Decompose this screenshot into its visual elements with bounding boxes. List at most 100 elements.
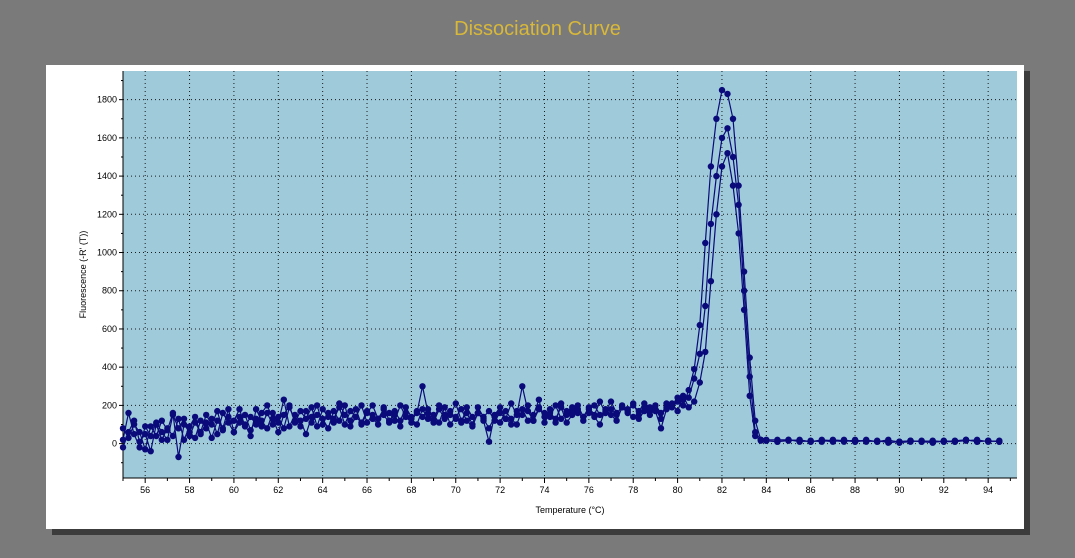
x-tick-label: 58 bbox=[185, 485, 195, 495]
data-point bbox=[236, 413, 243, 421]
series-layer bbox=[119, 86, 1003, 461]
data-point bbox=[657, 425, 665, 432]
data-point bbox=[230, 428, 238, 436]
data-point bbox=[674, 407, 681, 415]
data-point bbox=[563, 407, 570, 415]
data-point bbox=[252, 415, 260, 422]
chart-panel: 56 58 60 62 64 66 68 70 72 74 76 78 80 82 84 86 88 90 92 94… bbox=[46, 65, 1024, 529]
data-point bbox=[557, 415, 565, 422]
data-point bbox=[546, 409, 554, 417]
data-point bbox=[696, 321, 703, 329]
data-point bbox=[757, 437, 764, 444]
data-point bbox=[402, 409, 409, 417]
data-point bbox=[679, 392, 687, 399]
data-point bbox=[674, 394, 681, 401]
data-point bbox=[241, 411, 249, 419]
plot-svg: 56 58 60 62 64 66 68 70 72 74 76 78 80 82 84 86 88 90 92 94… bbox=[78, 71, 1017, 515]
data-point bbox=[951, 438, 959, 445]
data-point bbox=[269, 421, 276, 428]
data-point bbox=[369, 402, 376, 409]
data-point bbox=[796, 437, 803, 444]
x-tick-label: 76 bbox=[584, 485, 594, 495]
data-point bbox=[641, 407, 648, 415]
data-point bbox=[313, 423, 321, 430]
data-point bbox=[485, 438, 493, 445]
data-point bbox=[197, 417, 204, 424]
data-point bbox=[885, 439, 892, 446]
y-tick-label: 600 bbox=[102, 324, 117, 334]
data-point bbox=[474, 409, 482, 417]
data-point bbox=[818, 436, 825, 443]
data-point bbox=[463, 404, 470, 411]
data-point bbox=[441, 404, 448, 411]
x-tick-label: 88 bbox=[850, 485, 860, 495]
data-point bbox=[491, 413, 498, 421]
data-point bbox=[402, 404, 409, 411]
data-point bbox=[702, 348, 709, 356]
data-point bbox=[219, 409, 226, 417]
data-point bbox=[607, 411, 615, 419]
data-point bbox=[191, 413, 199, 421]
data-point bbox=[746, 373, 753, 380]
data-point bbox=[696, 350, 703, 357]
data-point bbox=[918, 438, 925, 445]
data-point bbox=[807, 438, 814, 445]
data-point bbox=[585, 409, 593, 417]
data-point bbox=[142, 430, 149, 438]
data-point bbox=[386, 409, 393, 417]
data-point bbox=[191, 434, 199, 442]
data-point bbox=[358, 419, 365, 426]
data-point bbox=[502, 407, 509, 415]
data-point bbox=[408, 415, 415, 422]
data-point bbox=[164, 425, 171, 432]
data-point bbox=[496, 404, 504, 411]
data-point bbox=[746, 392, 753, 399]
y-tick-label: 1000 bbox=[97, 248, 117, 258]
data-point bbox=[485, 425, 493, 432]
data-point bbox=[679, 402, 687, 409]
data-point bbox=[286, 423, 293, 430]
data-point bbox=[635, 407, 642, 415]
data-point bbox=[391, 411, 398, 419]
data-point bbox=[302, 407, 310, 415]
data-point bbox=[596, 421, 604, 428]
data-point bbox=[430, 417, 437, 424]
data-point bbox=[225, 406, 232, 413]
data-point bbox=[336, 417, 343, 424]
data-point bbox=[840, 438, 848, 445]
data-point bbox=[729, 182, 737, 189]
data-point bbox=[907, 437, 914, 444]
data-point bbox=[602, 406, 609, 413]
data-point bbox=[508, 400, 515, 407]
data-point bbox=[929, 437, 936, 444]
data-point bbox=[519, 406, 526, 413]
data-point bbox=[724, 150, 731, 157]
x-tick-label: 84 bbox=[761, 485, 771, 495]
data-point bbox=[130, 430, 138, 438]
data-point bbox=[169, 432, 177, 440]
data-point bbox=[435, 419, 443, 426]
data-point bbox=[646, 404, 654, 411]
data-point bbox=[341, 421, 348, 428]
data-point bbox=[319, 421, 326, 428]
data-point bbox=[186, 423, 193, 430]
data-point bbox=[718, 86, 726, 94]
data-point bbox=[158, 417, 165, 424]
data-point bbox=[985, 438, 992, 445]
data-point bbox=[175, 415, 182, 422]
y-tick-label: 0 bbox=[112, 439, 117, 449]
data-point bbox=[724, 125, 731, 132]
data-point bbox=[419, 406, 426, 413]
data-point bbox=[447, 421, 454, 428]
data-point bbox=[413, 407, 421, 415]
data-point bbox=[685, 404, 692, 411]
x-tick-label: 62 bbox=[273, 485, 283, 495]
data-point bbox=[729, 115, 737, 122]
data-point bbox=[524, 402, 532, 409]
x-tick-label: 56 bbox=[140, 485, 150, 495]
y-tick-label: 1200 bbox=[97, 209, 117, 219]
x-tick-label: 78 bbox=[628, 485, 638, 495]
data-point bbox=[630, 402, 637, 409]
data-point bbox=[136, 444, 143, 451]
data-point bbox=[596, 411, 604, 419]
